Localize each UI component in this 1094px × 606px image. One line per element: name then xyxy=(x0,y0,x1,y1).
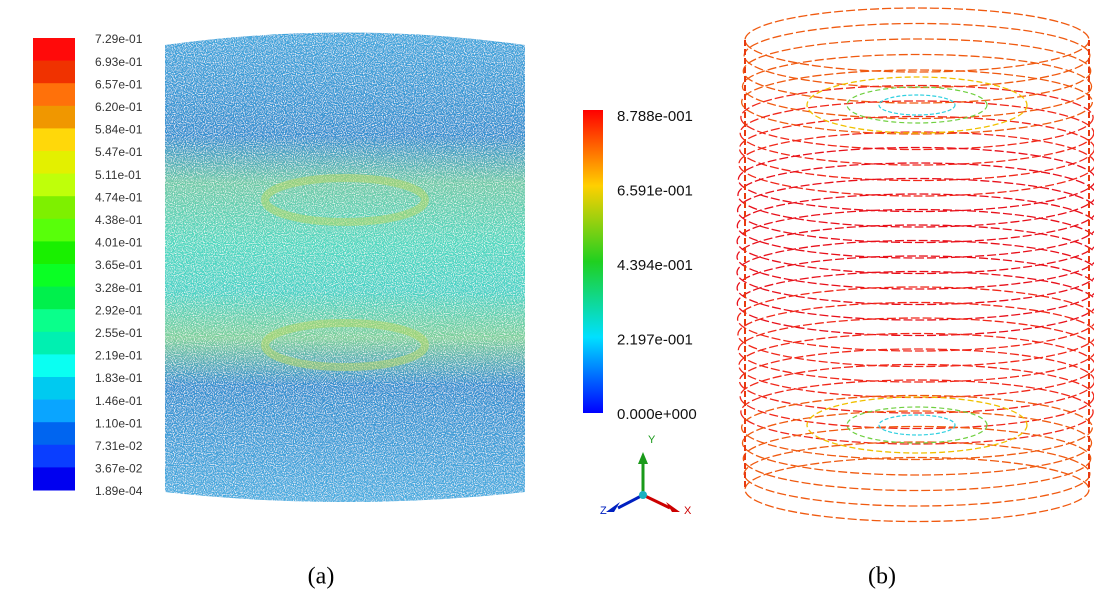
colorbar-band xyxy=(33,38,75,62)
vector-ring xyxy=(737,301,1094,368)
colorbar-label: 3.28e-01 xyxy=(95,281,143,295)
colorbar-label: 6.93e-01 xyxy=(95,55,143,69)
colorbar-label: 7.31e-02 xyxy=(95,439,143,453)
vector-ring xyxy=(740,69,1094,135)
colorbar-band xyxy=(33,83,75,107)
colorbar-band xyxy=(33,377,75,401)
colorbar-label: 3.65e-01 xyxy=(95,258,143,272)
colorbar-band xyxy=(33,422,75,446)
vector-ring xyxy=(736,286,1094,352)
vector-ring xyxy=(740,84,1094,151)
colorbar-label: 6.20e-01 xyxy=(95,100,143,114)
colorbar-band xyxy=(33,128,75,152)
vector-ring xyxy=(736,208,1094,275)
colorbar-label: 7.29e-01 xyxy=(95,32,143,46)
colorbar-label: 0.000e+000 xyxy=(617,406,697,423)
colorbar-band xyxy=(33,354,75,378)
colorbar-label: 4.01e-01 xyxy=(95,236,143,250)
colorbar-band xyxy=(33,60,75,84)
colorbar-label: 1.46e-01 xyxy=(95,394,143,408)
vector-ring xyxy=(737,162,1094,228)
vector-ring xyxy=(878,414,956,436)
colorbar-b xyxy=(583,110,603,413)
vector-ring xyxy=(744,7,1090,73)
vector-ring xyxy=(736,224,1094,290)
vector-ring xyxy=(736,255,1094,321)
colorbar-label: 2.92e-01 xyxy=(95,303,143,317)
colorbar-label: 5.47e-01 xyxy=(95,145,143,159)
vector-ring xyxy=(736,177,1094,244)
colorbar-band xyxy=(33,264,75,288)
caption-a: (a) xyxy=(308,564,335,590)
vector-ring xyxy=(806,396,1028,454)
vector-ring xyxy=(741,53,1093,120)
colorbar-band xyxy=(33,196,75,220)
vector-ring xyxy=(846,86,988,124)
colorbar-band xyxy=(33,173,75,197)
colorbar-band xyxy=(33,286,75,310)
vector-ring xyxy=(737,317,1094,383)
vector-ring xyxy=(878,94,956,116)
colorbar-band xyxy=(33,309,75,333)
colorbar-band xyxy=(33,218,75,242)
vector-ring xyxy=(740,394,1094,461)
vector-ring xyxy=(738,348,1094,414)
colorbar-label: 8.788e-001 xyxy=(617,108,693,125)
contour-a xyxy=(165,32,525,502)
vector-ring xyxy=(738,332,1094,399)
vector-ring xyxy=(806,76,1028,134)
vector-plot-b xyxy=(736,7,1094,523)
colorbar-label: 6.591e-001 xyxy=(617,182,693,199)
axis-triad: Y X Z xyxy=(600,434,692,517)
vector-ring xyxy=(736,270,1094,337)
vector-ring xyxy=(738,131,1094,197)
vector-ring xyxy=(736,239,1094,306)
vector-ring xyxy=(743,22,1091,89)
vector-ring xyxy=(736,193,1094,259)
colorbar-label: 4.74e-01 xyxy=(95,190,143,204)
vector-ring xyxy=(743,441,1091,507)
colorbar-band xyxy=(33,151,75,175)
colorbar-band xyxy=(33,331,75,355)
colorbar-b-labels: 8.788e-001 6.591e-001 4.394e-001 2.197e-001… xyxy=(617,108,697,423)
colorbar-label: 2.197e-001 xyxy=(617,331,693,348)
colorbar-label: 2.19e-01 xyxy=(95,349,143,363)
vector-ring xyxy=(846,406,988,444)
colorbar-label: 1.83e-01 xyxy=(95,371,143,385)
vector-ring xyxy=(742,425,1092,492)
colorbar-band xyxy=(33,105,75,129)
colorbar-label: 4.394e-001 xyxy=(617,257,693,274)
colorbar-label: 2.55e-01 xyxy=(95,326,143,340)
vector-ring xyxy=(741,410,1093,476)
colorbar-band xyxy=(33,444,75,468)
caption-b: (b) xyxy=(868,564,896,590)
colorbar-label: 3.67e-02 xyxy=(95,462,143,476)
axis-label-y: Y xyxy=(648,434,656,446)
colorbar-label: 5.84e-01 xyxy=(95,123,143,137)
vector-ring xyxy=(744,456,1090,523)
vector-ring xyxy=(738,115,1094,182)
vector-ring xyxy=(737,146,1094,213)
vector-ring xyxy=(740,379,1094,445)
colorbar-a: 7.29e-01 6.93e-01 6.57e-01 6.20e-01 5.84e-01… xyxy=(33,32,143,498)
colorbar-band xyxy=(33,241,75,265)
colorbar-label: 5.11e-01 xyxy=(95,168,142,182)
colorbar-band xyxy=(33,399,75,423)
axis-label-z: Z xyxy=(600,505,607,517)
colorbar-band xyxy=(33,467,75,491)
axis-label-x: X xyxy=(684,505,692,517)
colorbar-label: 1.89e-04 xyxy=(95,484,143,498)
colorbar-label: 6.57e-01 xyxy=(95,77,143,91)
vector-ring xyxy=(742,38,1092,104)
colorbar-label: 1.10e-01 xyxy=(95,416,143,430)
colorbar-label: 4.38e-01 xyxy=(95,213,143,227)
